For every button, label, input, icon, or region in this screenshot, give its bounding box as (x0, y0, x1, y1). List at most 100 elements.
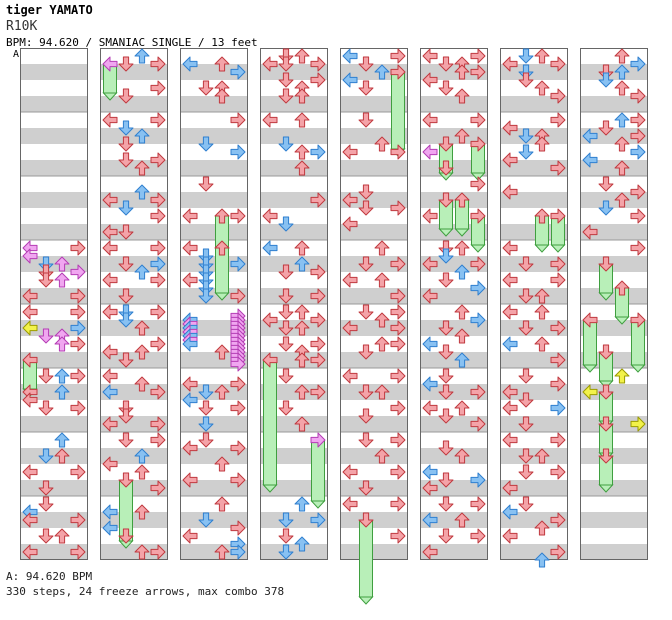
down-arrow-icon (198, 256, 214, 272)
left-arrow-icon (422, 256, 438, 272)
down-arrow-icon (518, 48, 534, 64)
up-arrow-icon (534, 552, 550, 568)
left-arrow-icon (422, 512, 438, 528)
right-arrow-icon (390, 496, 406, 512)
right-arrow-icon (150, 240, 166, 256)
freeze-arrow-tail (454, 228, 470, 237)
freeze-arrow-body (263, 359, 277, 486)
down-arrow-icon (38, 264, 54, 280)
up-arrow-icon (614, 80, 630, 96)
right-arrow-icon (630, 88, 646, 104)
right-arrow-icon (150, 544, 166, 560)
up-arrow-icon (54, 448, 70, 464)
down-arrow-icon (278, 136, 294, 152)
left-arrow-icon (22, 392, 38, 408)
arrow-layer (22, 48, 646, 568)
down-arrow-icon (278, 336, 294, 352)
up-arrow-icon (294, 496, 310, 512)
up-arrow-icon (54, 256, 70, 272)
up-arrow-icon (374, 312, 390, 328)
right-arrow-icon (470, 176, 486, 192)
down-arrow-icon (598, 256, 614, 272)
right-arrow-icon (230, 256, 246, 272)
freeze-arrow-tail (102, 92, 118, 101)
down-arrow-icon (438, 272, 454, 288)
right-arrow-icon (550, 544, 566, 560)
left-arrow-icon (22, 544, 38, 560)
up-arrow-icon (454, 352, 470, 368)
down-arrow-icon (38, 272, 54, 288)
freeze-arrow-tail (262, 484, 278, 493)
left-arrow-icon (502, 504, 518, 520)
down-arrow-icon (438, 496, 454, 512)
up-arrow-icon (214, 456, 230, 472)
left-arrow-icon (262, 208, 278, 224)
up-arrow-icon (614, 48, 630, 64)
up-arrow-icon (454, 400, 470, 416)
right-arrow-icon (550, 56, 566, 72)
right-arrow-icon (150, 152, 166, 168)
left-arrow-icon (182, 472, 198, 488)
left-arrow-icon (262, 240, 278, 256)
song-title: R10K (6, 19, 38, 34)
left-arrow-icon (342, 368, 358, 384)
up-arrow-icon (54, 368, 70, 384)
up-arrow-icon (54, 384, 70, 400)
up-arrow-icon (214, 496, 230, 512)
right-arrow-icon (230, 112, 246, 128)
up-arrow-icon (454, 240, 470, 256)
down-arrow-icon (438, 192, 454, 208)
right-arrow-icon (390, 400, 406, 416)
down-arrow-icon (438, 384, 454, 400)
right-arrow-icon (310, 336, 326, 352)
down-arrow-icon (358, 80, 374, 96)
left-arrow-icon (582, 152, 598, 168)
right-arrow-icon (630, 208, 646, 224)
right-arrow-icon (70, 264, 86, 280)
up-arrow-icon (454, 304, 470, 320)
left-arrow-icon (182, 56, 198, 72)
down-arrow-icon (518, 496, 534, 512)
down-arrow-icon (518, 128, 534, 144)
up-arrow-icon (374, 136, 390, 152)
down-arrow-icon (118, 408, 134, 424)
right-arrow-icon (630, 184, 646, 200)
left-arrow-icon (182, 208, 198, 224)
down-arrow-icon (198, 272, 214, 288)
left-arrow-icon (422, 144, 438, 160)
chart-column (100, 48, 168, 560)
right-arrow-icon (550, 400, 566, 416)
down-arrow-icon (118, 400, 134, 416)
right-arrow-icon (390, 200, 406, 216)
left-arrow-icon (422, 464, 438, 480)
left-arrow-icon (342, 48, 358, 64)
down-arrow-icon (198, 432, 214, 448)
right-arrow-icon (310, 512, 326, 528)
down-arrow-icon (38, 480, 54, 496)
up-arrow-icon (534, 520, 550, 536)
down-arrow-icon (198, 280, 214, 296)
left-arrow-icon (422, 544, 438, 560)
left-arrow-icon (22, 288, 38, 304)
left-arrow-icon (102, 504, 118, 520)
left-arrow-icon (342, 72, 358, 88)
up-arrow-icon (614, 136, 630, 152)
right-arrow-icon (150, 208, 166, 224)
left-arrow-icon (182, 440, 198, 456)
left-arrow-icon (422, 480, 438, 496)
down-arrow-icon (358, 200, 374, 216)
right-arrow-icon (630, 56, 646, 72)
up-arrow-icon (374, 272, 390, 288)
left-arrow-icon (182, 272, 198, 288)
left-arrow-icon (182, 392, 198, 408)
left-arrow-icon (102, 368, 118, 384)
down-arrow-icon (278, 512, 294, 528)
down-arrow-icon (118, 528, 134, 544)
down-arrow-icon (118, 56, 134, 72)
left-arrow-icon (422, 288, 438, 304)
up-arrow-icon (534, 448, 550, 464)
right-arrow-icon (470, 48, 486, 64)
right-arrow-icon (470, 312, 486, 328)
right-arrow-icon (150, 336, 166, 352)
down-arrow-icon (438, 240, 454, 256)
